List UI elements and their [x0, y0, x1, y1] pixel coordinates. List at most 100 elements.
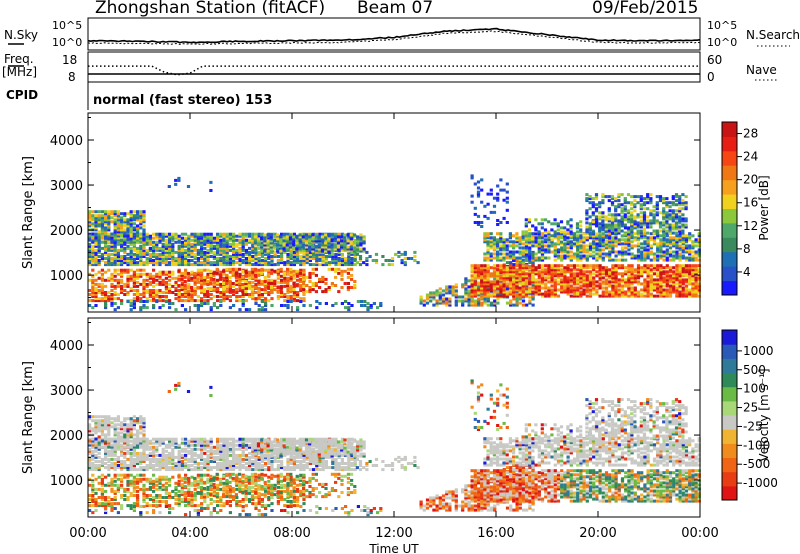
power-cell: [132, 289, 136, 292]
power-cell: [257, 261, 261, 265]
power-cell: [164, 284, 168, 288]
power-cell: [483, 278, 487, 282]
power-cell: [502, 270, 506, 274]
power-cell: [502, 286, 506, 290]
power-cell: [244, 273, 248, 277]
power-cell: [678, 294, 682, 298]
power-cell: [566, 240, 570, 244]
power-cell: [228, 267, 232, 271]
power-cell: [508, 240, 512, 244]
power-cell: [601, 294, 605, 298]
power-cell: [180, 259, 184, 262]
power-cell: [94, 218, 98, 222]
power-cell: [129, 240, 133, 244]
power-cell: [623, 209, 627, 213]
power-cell: [155, 274, 159, 278]
power-cell: [518, 292, 522, 296]
power-cell: [346, 245, 350, 249]
power-cell: [142, 304, 146, 307]
power-cell: [604, 270, 609, 274]
power-cell: [601, 219, 605, 223]
power-cell: [260, 245, 264, 249]
power-cell: [633, 203, 637, 207]
power-cell: [569, 224, 573, 228]
power-cell: [499, 236, 503, 240]
power-cell: [107, 291, 111, 294]
power-cell: [336, 237, 341, 241]
power-cell: [91, 284, 95, 288]
power-cell: [515, 297, 519, 301]
power-cell: [225, 240, 229, 244]
power-cell: [492, 252, 496, 256]
power-cell: [113, 252, 117, 256]
power-cell: [582, 238, 586, 242]
power-cell: [168, 282, 172, 286]
power-cell: [193, 277, 197, 281]
power-cell: [627, 282, 631, 286]
power-cell: [591, 201, 595, 205]
power-cell: [547, 268, 551, 272]
power-cell: [347, 306, 351, 310]
power-cell: [540, 252, 545, 256]
power-cell: [336, 243, 341, 247]
power-cell: [327, 286, 331, 289]
power-cell: [576, 236, 580, 240]
power-cell: [289, 300, 293, 303]
power-cell: [464, 277, 468, 281]
power-cell: [681, 282, 685, 286]
power-cell: [588, 270, 593, 274]
power-cell: [655, 211, 659, 215]
power-cell: [575, 222, 580, 226]
power-cell: [280, 274, 284, 278]
power-cell: [244, 257, 248, 260]
power-cell: [470, 200, 474, 204]
power-cell: [340, 277, 344, 281]
power-cell: [611, 238, 615, 242]
power-cell: [674, 231, 679, 235]
power-cell: [675, 286, 679, 290]
power-cell: [202, 282, 206, 285]
power-cell: [91, 250, 95, 254]
power-cell: [193, 299, 197, 303]
power-cell: [327, 239, 331, 243]
power-cell: [91, 295, 95, 298]
power-cell: [145, 242, 149, 246]
power-cell: [524, 242, 529, 246]
power-cell: [640, 256, 644, 260]
power-cell: [295, 243, 299, 247]
power-cell: [344, 259, 348, 262]
power-cell: [652, 238, 657, 242]
power-cell: [104, 236, 108, 240]
power-cell: [665, 292, 669, 296]
power-cell: [116, 214, 120, 218]
power-cell: [225, 263, 229, 267]
power-cell: [180, 248, 184, 252]
power-cell: [611, 290, 615, 294]
power-cell: [193, 252, 197, 256]
power-cell: [142, 293, 146, 296]
power-cell: [588, 254, 593, 258]
power-cell: [254, 297, 258, 301]
power-cell: [445, 303, 449, 307]
power-cell: [356, 239, 360, 243]
power-cell: [164, 257, 168, 260]
power-cell: [91, 244, 95, 248]
power-cell: [320, 237, 325, 241]
power-cell: [254, 263, 258, 267]
power-cell: [113, 242, 117, 246]
power-cell: [671, 231, 675, 235]
power-cell: [317, 247, 321, 251]
power-cell: [624, 266, 628, 270]
power-cell: [572, 294, 577, 298]
power-cell: [652, 240, 657, 244]
power-cell: [544, 286, 548, 290]
power-cell: [320, 245, 325, 249]
power-cell: [344, 263, 348, 267]
power-cell: [129, 252, 133, 256]
power-cell: [126, 274, 130, 278]
power-cell: [116, 234, 120, 238]
power-cell: [627, 290, 631, 294]
power-cell: [324, 241, 328, 245]
power-cell: [630, 246, 634, 250]
power-cell: [324, 277, 328, 281]
